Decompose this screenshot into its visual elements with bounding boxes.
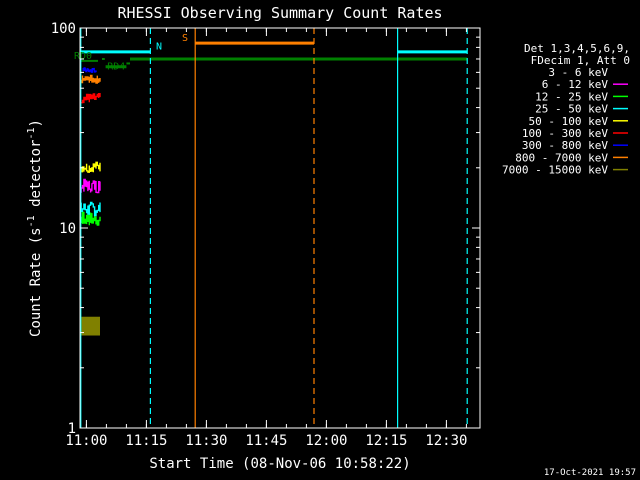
x-tick-label: 12:15	[365, 433, 407, 449]
timestamp: 17-Oct-2021 19:57	[544, 468, 636, 478]
legend-label: 300 - 800 keV	[522, 139, 608, 152]
annotation-layer: N S RD0 RD4	[74, 33, 188, 72]
series-line	[80, 247, 101, 268]
legend-label: 12 - 25 keV	[535, 90, 608, 103]
y-axis-label-sup: -1	[26, 215, 37, 227]
x-tick-label: 11:15	[125, 433, 167, 449]
annotation: S	[182, 33, 188, 44]
y-axis-label: Count Rate (s-1 detector-1)	[26, 119, 44, 337]
series-line	[80, 93, 101, 104]
series-line	[82, 67, 97, 73]
annotation: RD0	[74, 51, 92, 62]
y-axis-label-part: Count Rate (s	[28, 227, 44, 337]
annotation: N	[156, 42, 162, 53]
series-line	[80, 201, 101, 217]
x-tick-label: 12:00	[305, 433, 347, 449]
series-block	[81, 316, 100, 336]
legend-label: 800 - 7000 keV	[515, 151, 608, 164]
axes-layer: 11:00 11:15 11:30 11:45 12:00 12:15 12:30 1 10 10…	[51, 21, 480, 449]
series-line	[80, 178, 101, 194]
x-tick-label: 11:30	[185, 433, 227, 449]
annotation: RD4	[107, 62, 125, 73]
series-layer	[80, 67, 101, 336]
series-line	[80, 74, 101, 84]
legend-label: 7000 - 15000 keV	[502, 164, 608, 177]
legend-label: 100 - 300 keV	[522, 127, 608, 140]
legend-label: 3 - 6 keV	[548, 66, 608, 79]
legend-header: Det 1,3,4,5,6,9,	[524, 42, 630, 55]
legend-label: 6 - 12 keV	[542, 78, 609, 91]
y-tick-label: 10	[59, 221, 76, 237]
y-axis-label-part: )	[28, 119, 44, 127]
legend-header: FDecim 1, Att 0	[531, 54, 630, 67]
orbit-bars-layer	[80, 41, 468, 69]
legend-label: 50 - 100 keV	[529, 115, 609, 128]
y-axis-label-part: detector	[28, 140, 44, 216]
series-line	[80, 211, 101, 226]
chart-title: RHESSI Observing Summary Count Rates	[117, 4, 442, 22]
legend-label: 25 - 50 keV	[535, 103, 608, 116]
x-tick-label: 11:45	[245, 433, 287, 449]
y-tick-label: 1	[68, 421, 76, 437]
x-tick-label: 11:00	[65, 433, 107, 449]
x-tick-label: 12:30	[425, 433, 467, 449]
y-axis-label-sup: -1	[26, 127, 37, 139]
x-axis-label: Start Time (08-Nov-06 10:58:22)	[149, 456, 410, 472]
series-line	[80, 161, 101, 173]
y-tick-label: 100	[51, 21, 76, 37]
legend: Det 1,3,4,5,6,9,FDecim 1, Att 03 - 6 keV…	[502, 42, 630, 177]
